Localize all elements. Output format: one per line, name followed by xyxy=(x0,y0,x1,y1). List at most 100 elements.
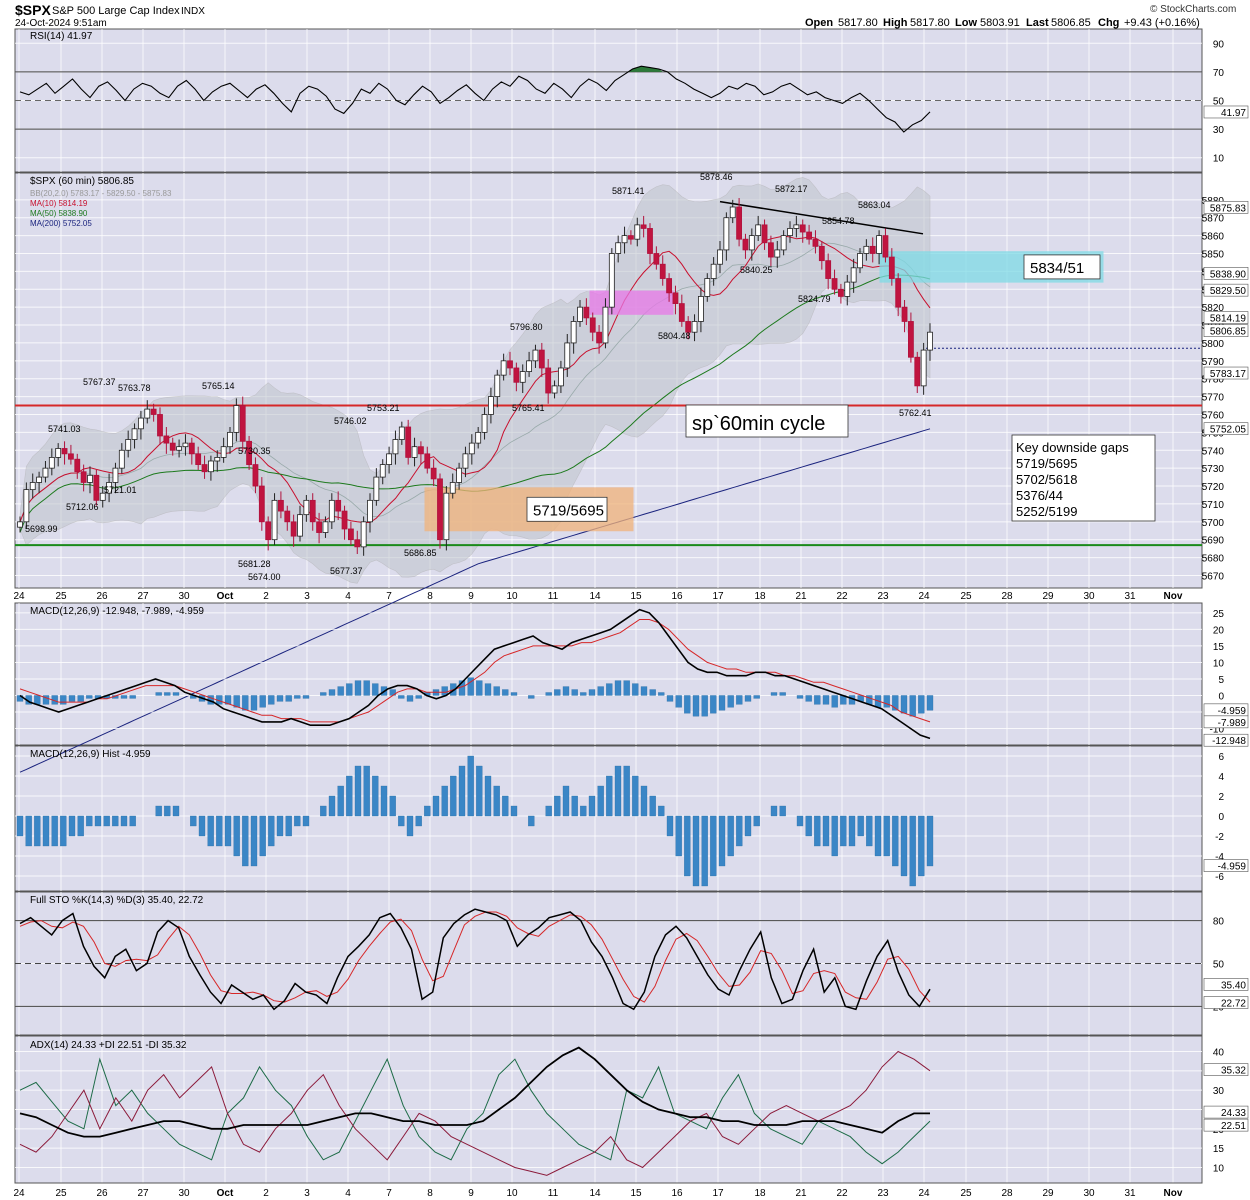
hist-bar xyxy=(276,815,284,837)
hist-bar xyxy=(389,795,396,817)
macd-hist-bar xyxy=(372,683,379,696)
candle-body xyxy=(80,471,87,483)
hist-bar xyxy=(25,815,32,847)
candle-body xyxy=(303,499,310,516)
x-axis-bottom-label-4: 4 xyxy=(345,1188,351,1199)
hist-bar xyxy=(632,775,639,817)
gap-box-label-bg xyxy=(526,496,608,522)
macd-hist-bar xyxy=(242,695,249,711)
chg-value: +9.43 (+0.16%) xyxy=(1124,17,1200,29)
hist-bar xyxy=(424,805,431,817)
hist-bar xyxy=(753,815,760,827)
candle-body xyxy=(513,367,520,383)
candle-body xyxy=(793,224,800,229)
hist-bar xyxy=(718,815,726,867)
x-axis-top-label-4: 4 xyxy=(345,591,351,602)
candle-body xyxy=(227,431,233,448)
macd-hist-bar xyxy=(718,695,726,711)
x-axis-bottom-label-14: 14 xyxy=(589,1188,601,1199)
candle-body xyxy=(500,360,507,376)
key-gaps-line: Key downside gaps xyxy=(1016,440,1129,455)
x-axis-bottom-label-7: 7 xyxy=(386,1188,392,1199)
x-axis-top-label-11: 11 xyxy=(548,591,559,602)
y-tick-label: 5 xyxy=(1218,675,1224,686)
candle-body xyxy=(583,306,590,319)
macd-hist-bar xyxy=(172,692,180,696)
price-annotation: 5741.03 xyxy=(48,424,81,434)
price-right-label: 5875.83 xyxy=(1210,203,1247,214)
candle-body xyxy=(354,539,361,548)
x-axis-top-label-9: 9 xyxy=(468,591,474,602)
candle-body xyxy=(558,367,564,387)
macd-hist-bar xyxy=(268,695,275,705)
x-axis-bottom-label-3: 3 xyxy=(304,1188,310,1199)
y-tick-label: 5800 xyxy=(1202,339,1225,350)
hist-bar xyxy=(259,815,266,857)
macd-hist-bar xyxy=(736,695,743,705)
candle-body xyxy=(589,317,596,333)
price-annotation: 5804.48 xyxy=(658,331,691,341)
x-axis-bottom-label-25: 25 xyxy=(55,1188,67,1199)
candle-body xyxy=(239,405,246,442)
macd-hist-bar xyxy=(398,695,405,699)
candle-body xyxy=(787,228,793,237)
x-axis-top-label-Oct: Oct xyxy=(217,591,234,602)
x-axis-top-label-31: 31 xyxy=(1124,591,1136,602)
macd-hist-bar xyxy=(926,695,934,711)
candle-body xyxy=(857,253,863,269)
price-annotation: 5878.46 xyxy=(700,172,733,182)
y-tick-label: 50 xyxy=(1213,97,1225,108)
x-axis-top-label-8: 8 xyxy=(427,591,433,602)
hist-bar xyxy=(294,815,301,827)
macd-hist-bar xyxy=(346,683,353,696)
key-gaps-line: 5376/44 xyxy=(1016,488,1063,503)
macd-hist-bar xyxy=(614,680,622,696)
candle-body xyxy=(182,442,189,448)
candle-body xyxy=(252,464,259,487)
hist-bar xyxy=(727,815,734,857)
x-axis-top-label-3: 3 xyxy=(304,591,310,602)
plus-di-line xyxy=(19,1057,931,1165)
candle-body xyxy=(367,499,373,523)
candle-body xyxy=(348,528,354,541)
macd-hist-bar xyxy=(467,677,474,696)
x-axis-bottom-label-24: 24 xyxy=(918,1188,930,1199)
candle-body xyxy=(475,431,482,444)
x-axis-bottom-label-10: 10 xyxy=(506,1188,518,1199)
hist-bar xyxy=(892,815,899,867)
macd-hist-bar xyxy=(406,695,414,702)
hist-bar xyxy=(476,765,483,817)
macd-hist-bar xyxy=(415,695,422,699)
candle-body xyxy=(908,321,914,358)
candle-body xyxy=(138,417,144,430)
hist-bar xyxy=(320,805,327,817)
y-tick-label: 10 xyxy=(1213,154,1225,165)
y-tick-label: 5690 xyxy=(1202,536,1225,547)
candle-body xyxy=(398,426,405,440)
price-right-label: 5814.19 xyxy=(1210,314,1247,325)
candle-body xyxy=(914,356,921,387)
candle-body xyxy=(316,521,322,533)
key-gaps-box xyxy=(1011,434,1156,522)
sto-title: Full STO %K(14,3) %D(3) 35.40, 22.72 xyxy=(30,895,204,906)
price-annotation: 5765.41 xyxy=(512,403,545,413)
price-right-label: 5783.17 xyxy=(1210,369,1247,380)
macd-hist-bar xyxy=(632,683,639,696)
sto-right-label-box xyxy=(1203,978,1249,991)
y-tick-label: 5820 xyxy=(1202,303,1225,314)
y-tick-label: 5780 xyxy=(1202,375,1225,386)
sto-right-label: 22.72 xyxy=(1221,999,1246,1010)
candle-body xyxy=(87,474,93,483)
rsi-title: RSI(14) 41.97 xyxy=(30,31,93,42)
x-axis-top-label-24: 24 xyxy=(918,591,930,602)
hist-bar xyxy=(268,815,275,847)
price-right-label-box xyxy=(1203,311,1249,324)
bollinger-mid-line xyxy=(19,242,931,522)
y-tick-label: 90 xyxy=(1213,39,1225,50)
hist-bar xyxy=(562,785,570,817)
candle-body xyxy=(74,458,81,473)
hist-bar xyxy=(328,795,336,817)
candle-body xyxy=(895,278,902,308)
hist-bar xyxy=(822,815,830,847)
hist-bar xyxy=(372,775,379,817)
